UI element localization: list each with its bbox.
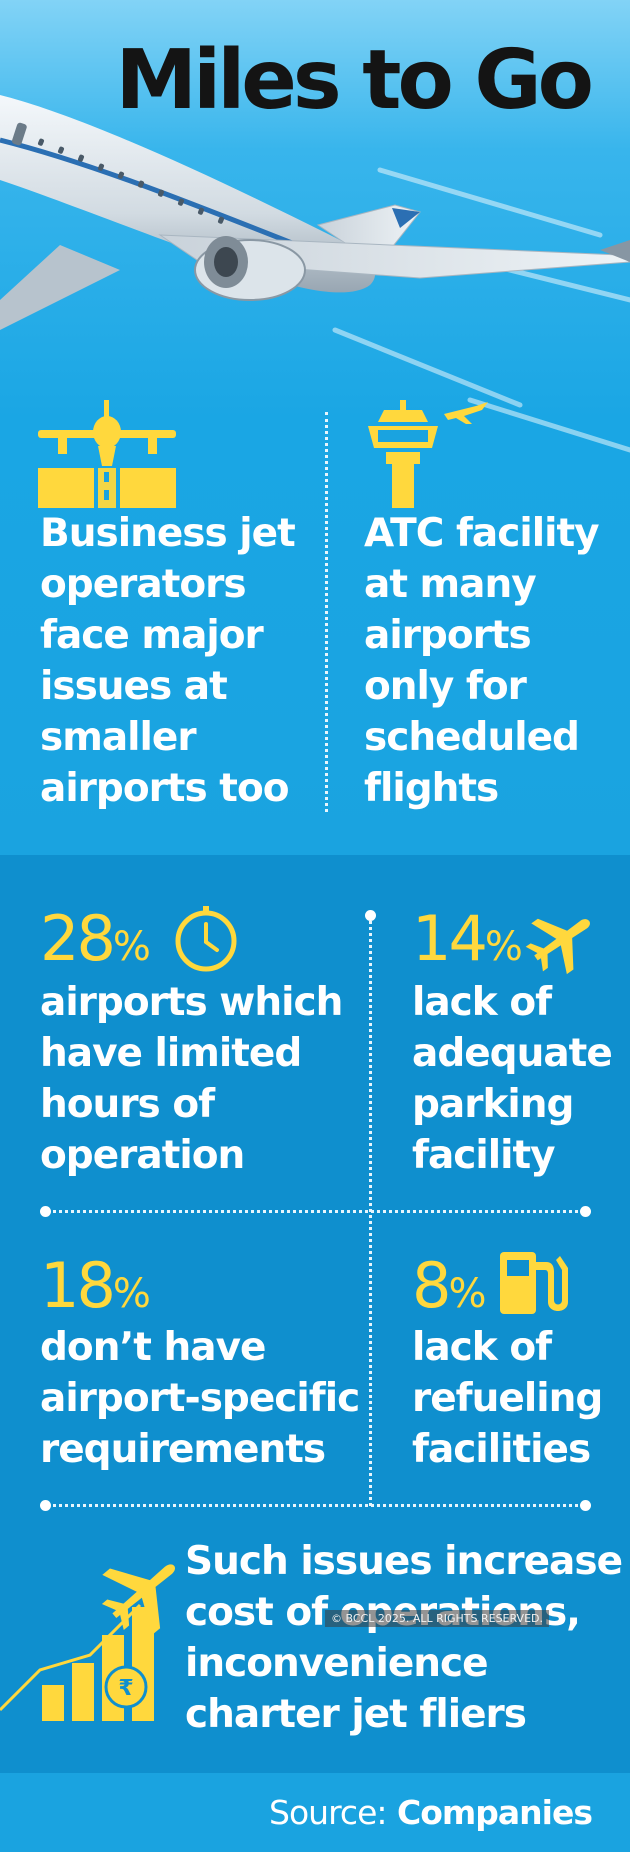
contrails [332,167,630,453]
stat-value-hours: 28% [40,902,151,975]
fuel-pump-icon [500,1252,568,1314]
source-credit: Source: Companies [269,1793,593,1832]
airplane-illustration [0,95,630,330]
stat-value-parking: 14% [412,902,523,975]
stat-label-hours: airports which have limited hours of ope… [40,980,343,1178]
clock-icon [175,906,237,972]
rising-cost-icon: ₹ [0,1564,175,1721]
svg-text:₹: ₹ [118,1676,133,1701]
page-title: Miles to Go [115,33,594,128]
divider-horizontal-2 [46,1504,584,1507]
airplane-icon [525,918,590,975]
divider-horizontal-1 [46,1210,584,1213]
source-value: Companies [397,1793,593,1832]
divider-dot [365,910,376,921]
stat-value-refueling: 8% [412,1249,487,1322]
airport-runway-icon [38,400,176,508]
stat-label-parking: lack of adequate parking facility [412,980,613,1178]
divider-vertical-top [325,412,328,812]
footer-band [0,1773,630,1852]
source-label: Source: [269,1793,387,1832]
divider-dot [40,1206,51,1217]
atc-tower-icon [368,400,488,508]
stat-label-requirements: don’t have airport-specific requirements [40,1325,360,1472]
stat-value-requirements: 18% [40,1249,151,1322]
divider-dot [40,1500,51,1511]
conclusion-text: Such issues increase cost of operations,… [185,1539,623,1737]
issue-right-text: ATC facility at many airports only for s… [364,511,600,811]
divider-dot [580,1206,591,1217]
issue-left-text: Business jet operators face major issues… [40,511,296,811]
copyright-watermark: © BCCL 2025. ALL RIGHTS RESERVED. [325,1610,549,1627]
divider-dot [580,1500,591,1511]
stat-label-refueling: lack of refueling facilities [412,1325,603,1472]
